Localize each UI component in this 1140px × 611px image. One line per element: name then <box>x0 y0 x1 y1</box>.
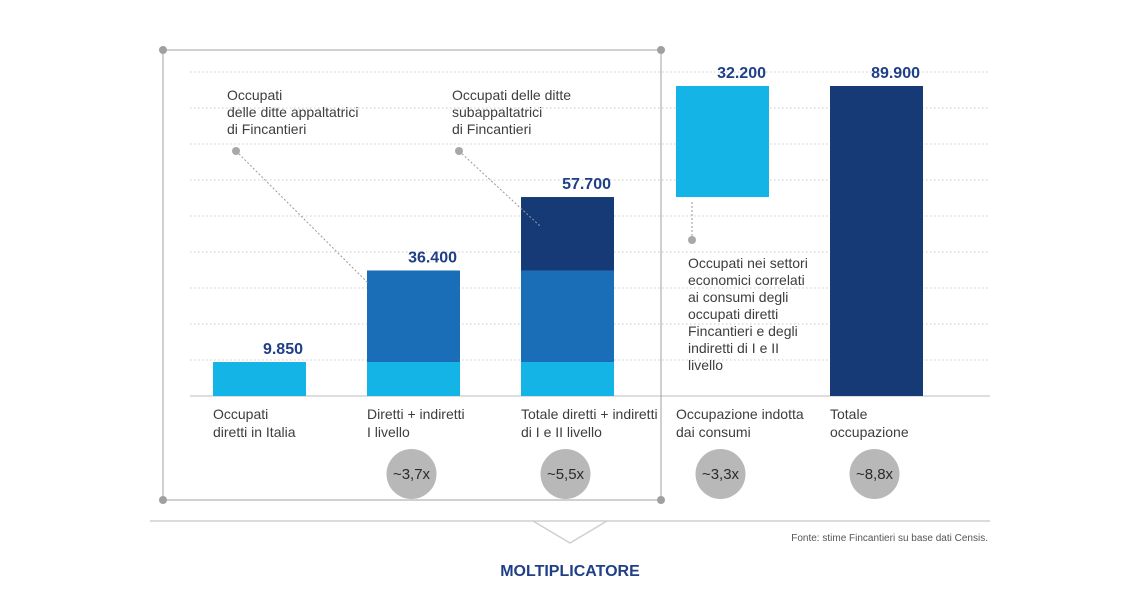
category-label-line: occupazione <box>830 424 909 440</box>
annotation-line: Fincantieri e degli <box>688 323 798 339</box>
annotation-leader <box>235 150 369 284</box>
category-label: Totale occupazione <box>830 406 909 440</box>
category-label-line: Occupazione indotta <box>676 406 804 422</box>
frame-corner-dot <box>657 46 665 54</box>
bars <box>213 86 923 396</box>
category-label-line: Diretti + indiretti <box>367 406 465 422</box>
footer-pointer <box>532 520 608 544</box>
annotation-line: economici correlati <box>688 272 805 288</box>
value-label: 9.850 <box>263 341 303 358</box>
category-label-line: Totale <box>830 406 868 422</box>
annotation-line: ai consumi degli <box>688 289 788 305</box>
annotations: Occupati delle ditte appaltatrici di Finca… <box>227 87 808 373</box>
value-labels: 9.850 36.400 57.700 32.200 89.900 <box>263 65 920 358</box>
category-label-line: Totale diretti + indiretti <box>521 406 658 422</box>
annotation-leader <box>458 150 541 227</box>
value-label: 36.400 <box>408 249 457 266</box>
bar-segment <box>676 86 769 198</box>
bar-segment <box>521 197 614 271</box>
bar-segment <box>367 362 460 396</box>
multiplier-badges: ~3,7x ~5,5x ~3,3x ~8,8x <box>386 449 900 499</box>
annotation-line: delle ditte appaltatrici <box>227 104 359 120</box>
multiplier-badge: ~5,5x <box>540 449 591 499</box>
annotation-line: di Fincantieri <box>452 121 531 137</box>
multiplier-value: ~8,8x <box>856 466 894 483</box>
category-label-line: Occupati <box>213 406 268 422</box>
annotation: Occupati nei settori economici correlati a… <box>688 202 808 373</box>
annotation-line: di Fincantieri <box>227 121 306 137</box>
category-label-line: dai consumi <box>676 424 751 440</box>
bar-segment <box>213 362 306 396</box>
multiplier-badge: ~3,7x <box>386 449 437 499</box>
annotation-dot <box>455 147 463 155</box>
bar-segment <box>367 270 460 363</box>
multiplier-label: MOLTIPLICATORE <box>500 563 640 580</box>
bar-segment <box>830 86 923 396</box>
category-label: Totale diretti + indiretti di I e II live… <box>521 406 658 440</box>
value-label: 57.700 <box>562 176 611 193</box>
annotation: Occupati delle ditte appaltatrici di Finca… <box>227 87 369 284</box>
multiplier-value: ~5,5x <box>547 466 585 483</box>
annotation-line: Occupati <box>227 87 282 103</box>
annotation-text: Occupati delle ditte subappaltatrici di Fi… <box>452 87 571 137</box>
annotation-line: Occupati delle ditte <box>452 87 571 103</box>
annotation-line: Occupati nei settori <box>688 255 808 271</box>
multiplier-value: ~3,3x <box>702 466 740 483</box>
annotation-line: indiretti di I e II <box>688 340 779 356</box>
footer: Fonte: stime Fincantieri su base dati Ce… <box>500 533 988 580</box>
annotation-line: occupati diretti <box>688 306 778 322</box>
bar-segment <box>521 362 614 396</box>
frame-corner-dot <box>657 496 665 504</box>
multiplier-badge: ~3,3x <box>695 449 746 499</box>
multiplier-value: ~3,7x <box>393 466 431 483</box>
multiplier-frame <box>150 46 990 544</box>
frame-box <box>162 49 662 501</box>
badge-circle <box>849 449 900 499</box>
badge-circle <box>540 449 591 499</box>
bar-segment <box>521 270 614 363</box>
badge-circle <box>695 449 746 499</box>
annotation-dot <box>232 147 240 155</box>
value-label: 89.900 <box>871 65 920 82</box>
annotation: Occupati delle ditte subappaltatrici di Fi… <box>452 87 571 227</box>
category-label-line: di I e II livello <box>521 424 602 440</box>
frame-corner-dot <box>159 496 167 504</box>
category-label: Occupazione indotta dai consumi <box>676 406 804 440</box>
category-label: Occupati diretti in Italia <box>213 406 296 440</box>
annotation-line: subappaltatrici <box>452 104 542 120</box>
annotation-line: livello <box>688 357 723 373</box>
annotation-dot <box>688 236 696 244</box>
frame-corner-dot <box>159 46 167 54</box>
value-label: 32.200 <box>717 65 766 82</box>
annotation-text: Occupati delle ditte appaltatrici di Finca… <box>227 87 359 137</box>
category-labels: Occupati diretti in Italia Diretti + indir… <box>213 406 909 440</box>
category-label-line: diretti in Italia <box>213 424 296 440</box>
badge-circle <box>386 449 437 499</box>
category-label-line: I livello <box>367 424 410 440</box>
category-label: Diretti + indiretti I livello <box>367 406 465 440</box>
annotation-text: Occupati nei settori economici correlati a… <box>688 255 808 373</box>
multiplier-badge: ~8,8x <box>849 449 900 499</box>
source-note: Fonte: stime Fincantieri su base dati Ce… <box>791 533 988 544</box>
